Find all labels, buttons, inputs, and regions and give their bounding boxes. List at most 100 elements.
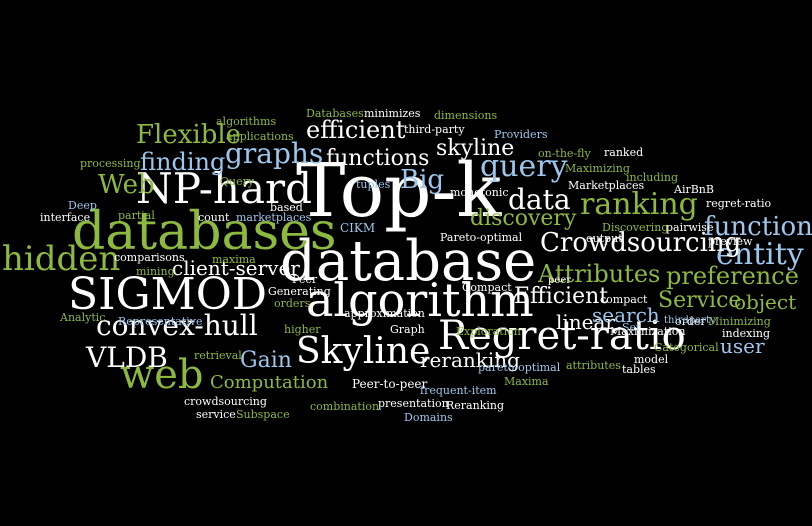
word-analytic: Analytic [60, 311, 106, 324]
word-compact: compact [600, 293, 648, 306]
word-deep: Deep [68, 199, 97, 212]
word-top-k: Top-k [296, 148, 502, 234]
word-service: Service [658, 288, 742, 313]
word-higher: higher [284, 323, 321, 336]
word-tuples: tuples [356, 178, 391, 191]
word-compact-cap: Compact [462, 281, 512, 294]
word-count: count [198, 211, 230, 224]
word-crowdsourcing-small: crowdsourcing [184, 395, 267, 408]
word-partial: partial [118, 209, 155, 222]
word-finding: finding [140, 148, 226, 176]
word-efficient: efficient [306, 116, 406, 144]
word-third-party: third-party [404, 123, 465, 136]
word-algorithm: algorithm [306, 273, 534, 327]
word-computation: Computation [210, 372, 329, 393]
word-frequent-item: frequent-item [420, 384, 497, 397]
word-pareto-optimal: pareto-optimal [478, 361, 561, 374]
word-discovering: Discovering [602, 221, 669, 234]
word-vldb: VLDB [86, 341, 168, 374]
word-skyline: Skyline [296, 331, 431, 372]
word-set: Set [622, 321, 641, 334]
word-preference: preference [666, 262, 799, 290]
word-crowdsourcing: Crowdsourcing [540, 228, 742, 258]
word-sigmod: SIGMOD [68, 269, 268, 320]
word-approximation: approximation [344, 307, 425, 320]
word-peer: peer [548, 275, 572, 286]
word-big: Big [400, 165, 445, 195]
word-database: database [280, 229, 537, 294]
word-entity: entity [716, 237, 804, 272]
word-linear: linear [556, 310, 615, 334]
word-generating: Generating [268, 285, 331, 298]
word-orders: orders [274, 297, 311, 310]
word-maxima-cap: Maxima [504, 375, 549, 388]
word-exploration: Exploration [456, 325, 521, 338]
word-regret-ratio: Regret-ratio [438, 313, 686, 359]
word-reranking: reranking [420, 348, 520, 372]
word-mining: mining [136, 265, 175, 278]
word-regret-ratio-small: regret-ratio [706, 197, 772, 210]
word-search: search [592, 303, 660, 327]
word-efficient-cap: Efficient [514, 284, 609, 309]
word-data: data [508, 183, 571, 216]
word-query-small: Query [220, 175, 255, 188]
word-convex-hull: convex-hull [96, 309, 258, 342]
word-peer-to-peer: Peer-to-peer [352, 377, 428, 391]
word-function: function [704, 212, 812, 242]
word-output: output [586, 232, 623, 245]
word-web-cap: Web [98, 170, 155, 200]
word-flexible: Flexible [136, 120, 242, 150]
word-user: user [720, 334, 765, 358]
word-databases: databases [72, 202, 337, 262]
word-skyline-lc: skyline [436, 136, 515, 161]
word-interface: interface [40, 211, 91, 224]
word-attributes-small: attributes [566, 359, 621, 372]
word-preview: preview [708, 235, 753, 248]
word-tables: tables [622, 363, 656, 376]
word-np-hard: NP-hard [136, 164, 312, 213]
word-discovery: discovery [470, 206, 577, 231]
word-hidden: hidden [2, 239, 121, 279]
word-dimensions: dimensions [434, 109, 498, 122]
word-minimizes: minimizes [364, 107, 421, 120]
word-indexing: indexing [722, 327, 771, 340]
word-combination: combination [310, 400, 380, 413]
word-domains: Domains [404, 411, 453, 424]
word-functions: functions [326, 146, 430, 171]
word-ranking: ranking [580, 187, 698, 222]
word-maximization: Maximization [610, 325, 686, 338]
word-graphs: graphs [225, 137, 324, 170]
word-query: query [480, 149, 568, 184]
word-applications: applications [226, 130, 294, 143]
word-comparisons: comparisons [114, 251, 185, 264]
word-pareto-optimal-cap: Pareto-optimal [440, 231, 523, 244]
word-including: including [626, 171, 679, 184]
word-databases-cap: Databases [306, 107, 364, 120]
word-web: web [120, 352, 204, 398]
word-cikm: CIKM [340, 221, 376, 235]
word-processing: processing [80, 157, 141, 170]
word-based: based [270, 201, 303, 214]
word-model: model [634, 353, 669, 366]
word-categorical: Categorical [654, 341, 719, 354]
word-reranking-cap: Reranking [446, 399, 505, 412]
word-monotonic: monotonic [450, 186, 509, 199]
word-peer-cap: Peer [292, 273, 318, 286]
word-thirdparty: thirdparty [664, 315, 716, 326]
word-client-server: client-server [172, 256, 300, 280]
word-maximizing: Maximizing [565, 162, 630, 175]
word-on-the-fly: on-the-fly [538, 147, 591, 160]
word-gain: Gain [240, 348, 292, 373]
word-ranked: ranked [604, 146, 644, 159]
word-marketplaces: marketplaces [236, 211, 312, 224]
word-providers: Providers [494, 128, 548, 141]
word-algorithms: algorithms [216, 115, 277, 128]
word-service-small: service [196, 408, 236, 421]
word-pairwise: pairwise [666, 221, 714, 234]
word-subspace: Subspace [236, 408, 290, 421]
word-maxima: maxima [212, 253, 256, 266]
word-object: object [734, 290, 797, 314]
word-retrieval: retrieval [194, 349, 242, 362]
word-presentation: presentation [378, 397, 449, 410]
